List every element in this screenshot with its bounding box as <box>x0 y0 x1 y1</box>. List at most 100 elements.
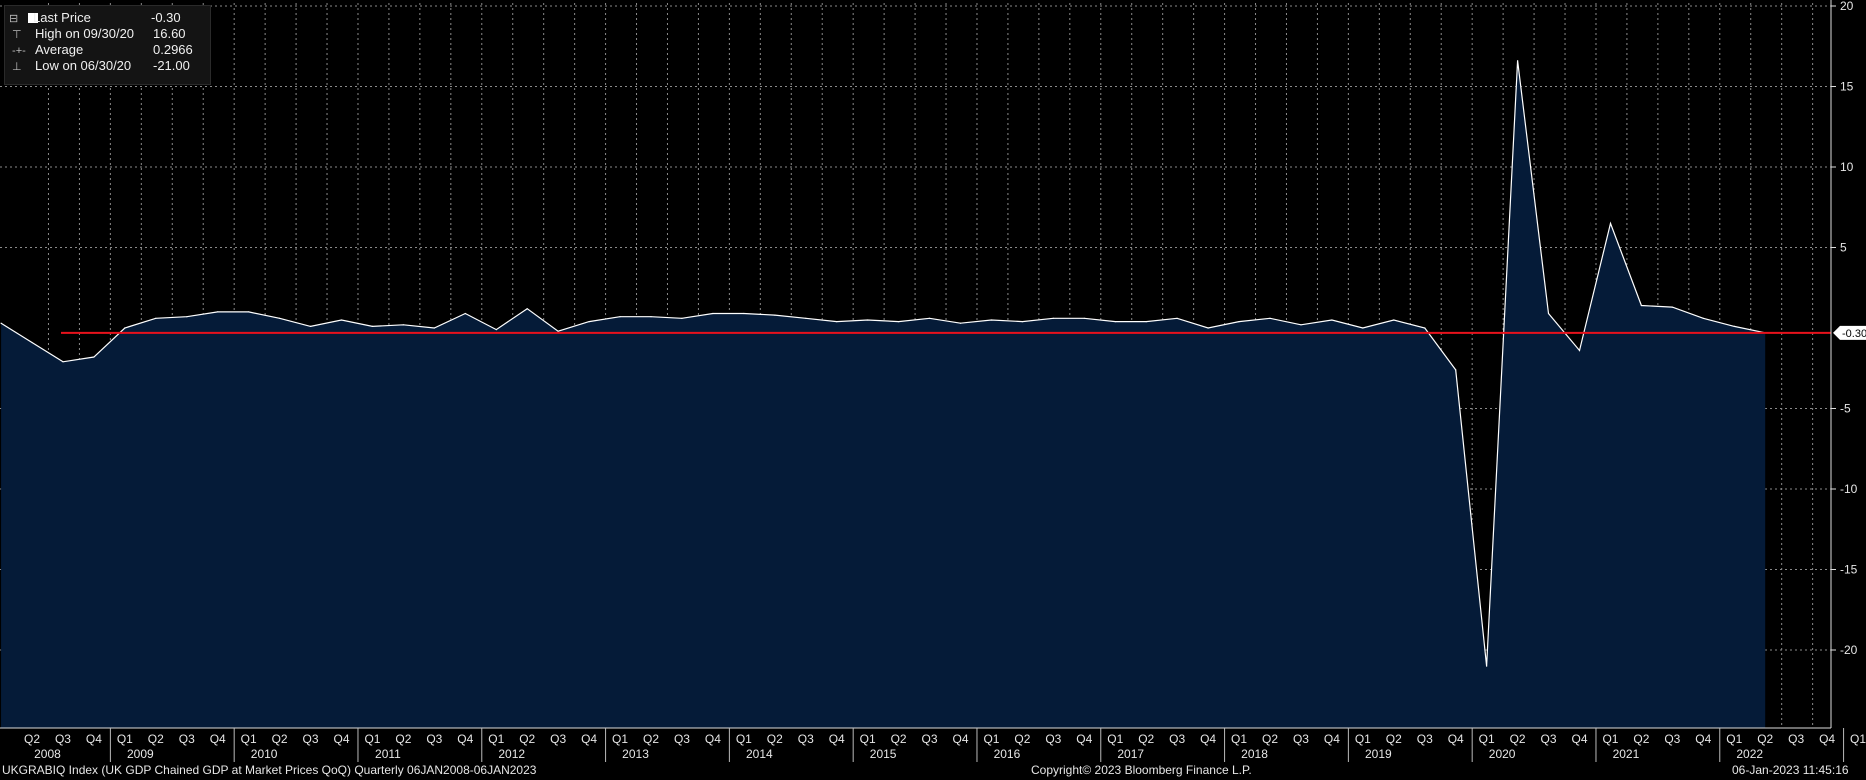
average-marker-icon: -+- <box>9 45 26 57</box>
x-quarter-label: Q2 <box>1633 732 1649 746</box>
last-price-swatch-icon: ⊟ <box>9 11 39 27</box>
data-point <box>248 311 250 313</box>
x-quarter-label: Q4 <box>86 732 102 746</box>
data-point <box>588 321 590 323</box>
data-point <box>712 312 714 315</box>
x-quarter-label: Q4 <box>457 732 473 746</box>
data-point <box>1424 327 1426 329</box>
x-quarter-label: Q3 <box>922 732 938 746</box>
y-tick-label: 10 <box>1840 160 1854 174</box>
data-point <box>217 311 219 313</box>
x-quarter-label: Q1 <box>860 732 876 746</box>
x-year-label: 2019 <box>1365 747 1392 761</box>
data-point <box>1393 319 1395 321</box>
x-year-label: 2010 <box>251 747 278 761</box>
x-year-label: 2012 <box>498 747 525 761</box>
data-point <box>557 330 559 332</box>
data-point <box>186 316 188 318</box>
x-quarter-label: Q4 <box>705 732 721 746</box>
x-quarter-label: Q1 <box>612 732 628 746</box>
footer-timestamp: 06-Jan-2023 11:45:16 <box>1732 763 1849 777</box>
data-point <box>1021 321 1024 323</box>
legend-low-label: Low on 06/30/20 <box>35 58 132 73</box>
data-point <box>371 325 373 327</box>
x-year-label: 2009 <box>127 747 154 761</box>
x-quarter-label: Q1 <box>364 732 380 746</box>
data-point <box>743 312 745 315</box>
x-year-label: 2013 <box>622 747 649 761</box>
data-point <box>1517 60 1519 62</box>
data-point <box>1176 317 1178 319</box>
data-point <box>1145 321 1147 323</box>
legend-row-high: ⊤ High on 09/30/20 16.60 <box>9 26 186 42</box>
x-year-label: 2011 <box>375 747 401 761</box>
data-point <box>1671 306 1673 308</box>
x-year-label: 2017 <box>1117 747 1144 761</box>
x-quarter-label: Q4 <box>333 732 349 746</box>
x-quarter-label: Q1 <box>1850 732 1866 746</box>
legend-box: ⊟ Last Price -0.30 ⊤ High on 09/30/20 16.60 … <box>4 5 211 85</box>
x-quarter-label: Q1 <box>736 732 752 746</box>
data-point <box>681 317 683 319</box>
x-quarter-label: Q1 <box>1231 732 1247 746</box>
x-quarter-label: Q3 <box>55 732 71 746</box>
x-quarter-label: Q2 <box>891 732 907 746</box>
x-quarter-label: Q2 <box>1138 732 1154 746</box>
x-quarter-label: Q2 <box>1262 732 1278 746</box>
high-marker-icon: ⊤ <box>9 29 22 41</box>
legend-last-price-label: Last Price <box>33 10 91 25</box>
legend-average-value: 0.2966 <box>153 42 193 57</box>
series-area-fill <box>1 60 1766 728</box>
data-point <box>774 314 776 316</box>
legend-high-label: High on 09/30/20 <box>35 26 135 41</box>
data-point <box>898 321 900 323</box>
last-value-tag <box>1833 325 1866 340</box>
data-point <box>1609 222 1612 224</box>
legend-row-average: -+- Average 0.2966 <box>9 42 193 58</box>
data-point <box>1486 665 1488 667</box>
footer-copyright: Copyright© 2023 Bloomberg Finance L.P. <box>1031 763 1252 777</box>
y-tick-label: -20 <box>1840 643 1858 657</box>
data-point <box>1238 321 1240 323</box>
legend-low-value: -21.00 <box>153 58 190 73</box>
y-tick-label: -10 <box>1840 482 1858 496</box>
x-quarter-label: Q2 <box>148 732 164 746</box>
data-point <box>0 322 2 324</box>
x-quarter-label: Q3 <box>1541 732 1557 746</box>
x-year-label: 2018 <box>1241 747 1268 761</box>
data-point <box>1300 324 1302 326</box>
x-year-label: 2015 <box>870 747 897 761</box>
x-quarter-label: Q4 <box>581 732 597 746</box>
x-quarter-label: Q1 <box>1602 732 1618 746</box>
x-quarter-label: Q1 <box>1479 732 1495 746</box>
x-quarter-label: Q1 <box>1726 732 1742 746</box>
x-quarter-label: Q3 <box>674 732 690 746</box>
y-tick-label: 15 <box>1840 80 1854 94</box>
data-point <box>495 329 497 331</box>
x-quarter-label: Q2 <box>395 732 411 746</box>
y-tick-label: -5 <box>1840 402 1851 416</box>
x-quarter-label: Q4 <box>1695 732 1711 746</box>
x-quarter-label: Q2 <box>767 732 783 746</box>
x-quarter-label: Q4 <box>1819 732 1835 746</box>
x-quarter-label: Q2 <box>272 732 288 746</box>
last-value-label: -0.30 <box>1842 328 1866 340</box>
x-quarter-label: Q3 <box>1788 732 1804 746</box>
data-point <box>1578 349 1581 352</box>
y-tick-label: 20 <box>1840 0 1854 13</box>
x-year-label: 2008 <box>34 747 61 761</box>
x-quarter-label: Q1 <box>1355 732 1371 746</box>
x-quarter-label: Q3 <box>798 732 814 746</box>
x-quarter-label: Q3 <box>1664 732 1680 746</box>
series-line <box>0 60 1766 667</box>
data-point <box>959 322 962 324</box>
x-quarter-label: Q4 <box>829 732 845 746</box>
x-quarter-label: Q3 <box>1417 732 1433 746</box>
data-point <box>1269 317 1271 319</box>
area-layer <box>0 60 1766 728</box>
x-quarter-label: Q4 <box>1200 732 1216 746</box>
data-point <box>340 319 343 321</box>
x-quarter-label: Q1 <box>983 732 999 746</box>
x-quarter-label: Q2 <box>1386 732 1402 746</box>
